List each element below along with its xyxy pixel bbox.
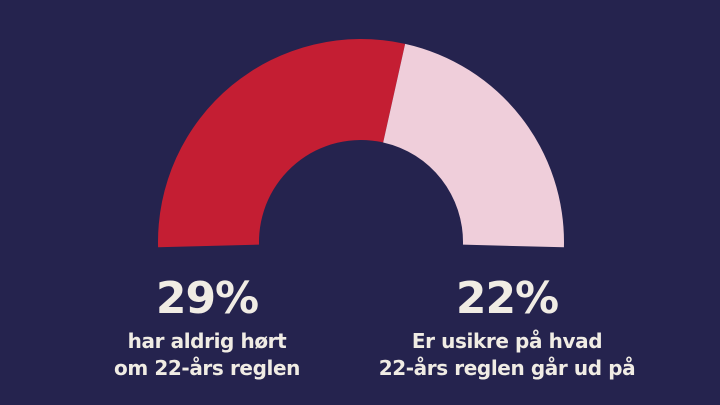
stat-left: 29% har aldrig hørt om 22-års reglen [57, 276, 357, 382]
gauge-segment-pink [383, 43, 564, 248]
gauge-segment-red [158, 39, 406, 248]
stat-right: 22% Er usikre på hvad 22-års reglen går … [347, 276, 667, 382]
stat-right-desc-line2: 22-års reglen går ud på [378, 356, 636, 380]
stat-right-percent: 22% [455, 273, 559, 324]
stat-left-desc-line1: har aldrig hørt [127, 329, 287, 353]
stat-left-percent: 29% [155, 273, 259, 324]
stat-left-desc-line2: om 22-års reglen [114, 356, 300, 380]
stat-right-desc-line1: Er usikre på hvad [411, 329, 603, 353]
